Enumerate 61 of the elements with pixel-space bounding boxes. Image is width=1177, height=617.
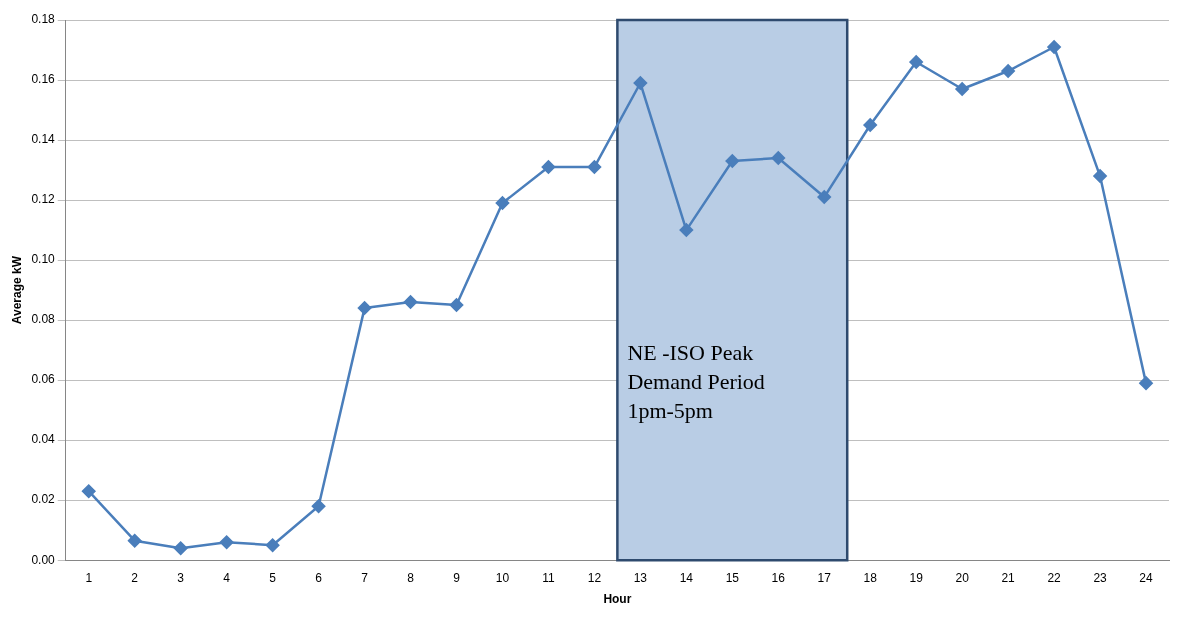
x-tick-label: 17 (817, 570, 832, 585)
y-tick-label: 0.18 (31, 12, 56, 27)
y-tick-label: 0.08 (31, 312, 56, 327)
y-tick-label: 0.02 (31, 492, 56, 507)
y-tick-label: 0.00 (31, 552, 56, 567)
point (81, 484, 96, 498)
x-tick-label: 11 (542, 570, 555, 585)
x-tick-label: 19 (909, 570, 924, 585)
x-tick-label: 15 (725, 570, 740, 585)
point (633, 76, 648, 90)
point (541, 160, 556, 174)
y-tick-label: 0.10 (31, 252, 56, 267)
point (219, 535, 234, 549)
point (771, 151, 786, 165)
point (725, 154, 740, 168)
point (1001, 64, 1015, 78)
y-tick-label: 0.16 (31, 72, 56, 87)
x-tick-label: 5 (269, 570, 277, 585)
point (311, 499, 326, 513)
band-label: NE -ISO Peak Demand Period 1pm-5pm (627, 340, 765, 424)
x-tick-label: 20 (955, 570, 970, 585)
x-tick-label: 21 (1001, 570, 1016, 585)
point (265, 538, 280, 552)
point (587, 160, 602, 174)
x-tick-label: 9 (453, 570, 461, 585)
x-axis-title: Hour (603, 592, 632, 607)
x-tick-label: 12 (587, 570, 602, 585)
point (403, 295, 418, 309)
x-tick-label: 16 (771, 570, 786, 585)
y-tick-label: 0.14 (31, 132, 56, 147)
point (863, 118, 877, 132)
point (495, 196, 510, 210)
x-tick-label: 24 (1139, 570, 1154, 585)
x-tick-label: 10 (495, 570, 510, 585)
x-tick-label: 7 (361, 570, 369, 585)
x-tick-label: 23 (1093, 570, 1108, 585)
point (679, 223, 694, 237)
x-tick-label: 8 (407, 570, 415, 585)
y-tick-label: 0.06 (31, 372, 56, 387)
y-tick-label: 0.12 (31, 192, 56, 207)
point (1139, 376, 1153, 390)
x-tick-label: 13 (633, 570, 648, 585)
x-tick-label: 4 (223, 570, 231, 585)
x-tick-label: 14 (679, 570, 694, 585)
x-tick-label: 18 (863, 570, 878, 585)
x-tick-label: 22 (1047, 570, 1062, 585)
point (817, 190, 831, 204)
point (955, 82, 969, 96)
x-tick-label: 3 (177, 570, 185, 585)
point (127, 533, 142, 548)
point (357, 301, 372, 315)
x-tick-label: 6 (315, 570, 323, 585)
point (449, 298, 464, 312)
point (909, 55, 923, 69)
point (1093, 169, 1107, 183)
y-tick-label: 0.04 (31, 432, 56, 447)
y-axis-title: Average kW (9, 255, 24, 325)
point (1047, 40, 1061, 54)
x-tick-label: 2 (131, 570, 139, 585)
x-tick-label: 1 (85, 570, 93, 585)
point (173, 541, 188, 555)
